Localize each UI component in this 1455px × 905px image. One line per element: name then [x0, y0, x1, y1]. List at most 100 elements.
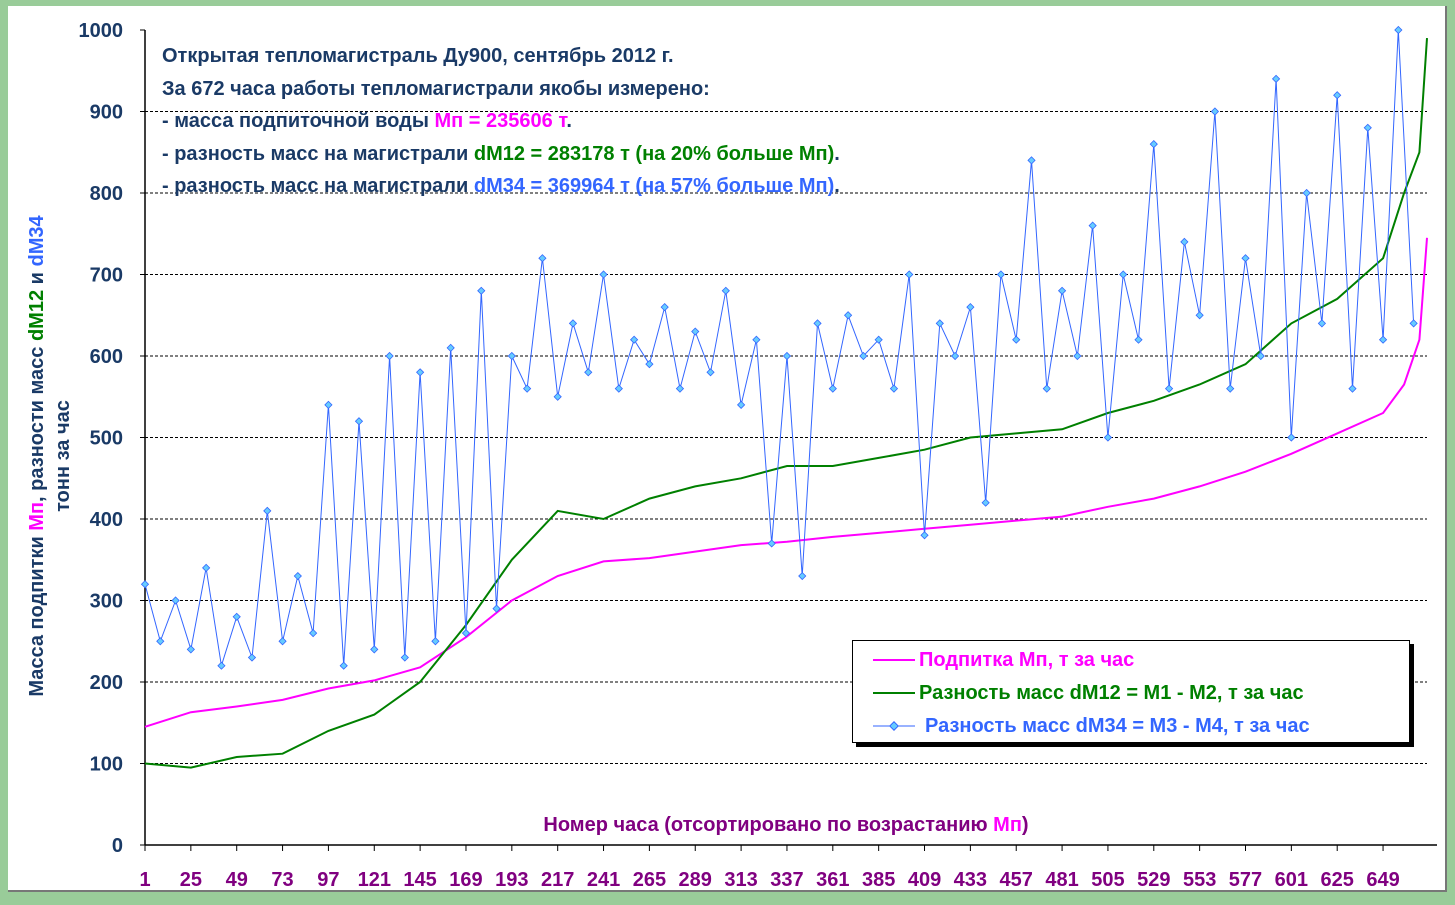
data-point-dm34 — [584, 368, 593, 377]
y-tick-label: 500 — [90, 428, 123, 450]
x-tick-label: 121 — [358, 869, 391, 891]
data-point-dm34 — [905, 270, 914, 279]
data-point-dm34 — [263, 506, 272, 515]
ylabel-part: Мп — [26, 501, 48, 531]
data-point-dm34 — [721, 286, 730, 295]
t: . — [566, 110, 572, 132]
data-point-dm34 — [645, 360, 654, 369]
data-point-dm34 — [309, 628, 318, 638]
legend-swatch — [873, 721, 915, 731]
data-point-dm34 — [507, 351, 516, 361]
data-point-dm34 — [767, 539, 776, 548]
x-tick-label: 481 — [1045, 869, 1078, 891]
x-tick-label: 49 — [226, 869, 248, 891]
data-point-dm34 — [1027, 156, 1036, 165]
ylabel-part: и — [26, 266, 48, 290]
data-point-dm34 — [1180, 237, 1189, 247]
x-tick-label: 385 — [862, 869, 895, 891]
ylabel-part: dM34 — [26, 215, 48, 267]
data-point-dm34 — [156, 637, 165, 646]
data-point-dm34 — [247, 653, 257, 662]
t: - масса подпиточной воды — [162, 110, 435, 132]
data-point-dm34 — [461, 628, 471, 638]
legend-label: Разность масс dM34 = M3 - M4, т за час — [925, 714, 1310, 737]
legend-label: Разность масс dM12 = M1 - M2, т за час — [919, 681, 1304, 704]
data-point-dm34 — [1287, 433, 1296, 442]
ylabel-part: Масса подпитки — [26, 530, 48, 697]
data-point-dm34 — [232, 612, 241, 621]
data-point-dm34 — [966, 302, 975, 312]
data-point-dm34 — [1012, 335, 1021, 344]
x-tick-label: 505 — [1091, 869, 1124, 891]
data-point-dm34 — [1378, 335, 1388, 344]
legend-item-dm12: Разность масс dM12 = M1 - M2, т за час — [853, 678, 1304, 708]
data-point-dm34 — [1195, 311, 1204, 320]
annotation-line: За 672 часа работы тепломагистрали якобы… — [162, 77, 710, 100]
legend-label: Подпитка Мп, т за час — [919, 648, 1135, 671]
y-tick-label: 0 — [112, 835, 123, 857]
x-tick-label: 73 — [271, 869, 293, 891]
annotation-line: - масса подпиточной воды Мп = 235606 т. — [162, 105, 840, 138]
t: - разность масс на магистрали — [162, 142, 474, 165]
t: - разность масс на магистрали — [162, 175, 474, 197]
x-tick-label: 529 — [1137, 869, 1170, 891]
annotation-title: Открытая тепломагистраль Ду900, сентябрь… — [162, 45, 674, 67]
t: Номер часа (отсортировано по возрастанию — [543, 814, 994, 836]
x-tick-label: 433 — [954, 869, 987, 891]
y-tick-label: 400 — [90, 509, 123, 531]
x-tick-label: 457 — [1000, 869, 1033, 891]
legend: Подпитка Мп, т за час Разность масс dM12… — [852, 640, 1410, 743]
t: ) — [1021, 814, 1029, 836]
data-point-dm34 — [1210, 107, 1220, 116]
series-line-dm12 — [144, 38, 1428, 769]
dm12-total: dM12 = 283178 т (на 20% больше Мп) — [473, 142, 835, 165]
data-point-dm34 — [660, 302, 669, 312]
data-point-dm34 — [1302, 188, 1311, 198]
data-point-dm34 — [370, 645, 379, 654]
data-point-dm34 — [1226, 384, 1235, 393]
x-tick-label: 1 — [139, 869, 150, 891]
data-point-dm34 — [874, 335, 883, 344]
y-tick-label: 900 — [90, 102, 123, 124]
y-tick-label: 1000 — [79, 20, 124, 42]
data-point-dm34 — [950, 351, 960, 361]
x-tick-label: 409 — [908, 869, 941, 891]
data-point-dm34 — [568, 319, 578, 328]
data-point-dm34 — [1164, 384, 1174, 393]
series-line-dm34 — [144, 29, 1415, 666]
ylabel-line2: тонн за час — [52, 400, 74, 512]
chart-annotation: Открытая тепломагистраль Ду900, сентябрь… — [162, 40, 840, 203]
ylabel-part: , разности масс — [26, 341, 48, 502]
data-point-dm34 — [599, 270, 608, 279]
data-point-dm34 — [217, 661, 226, 670]
data-point-dm34 — [1409, 319, 1418, 328]
x-tick-label: 241 — [587, 869, 620, 891]
data-point-dm34 — [523, 384, 532, 393]
data-point-dm34 — [737, 400, 746, 410]
x-tick-label: 625 — [1321, 869, 1354, 891]
data-point-dm34 — [339, 661, 348, 670]
data-point-dm34 — [492, 604, 501, 613]
legend-item-mp: Подпитка Мп, т за час — [853, 645, 1134, 675]
x-tick-label: 265 — [633, 869, 666, 891]
data-point-dm34 — [996, 270, 1006, 279]
x-tick-label: 649 — [1366, 869, 1399, 891]
dm34-total: dM34 = 369964 т (на 57% больше Мп) — [473, 175, 835, 197]
data-point-dm34 — [843, 311, 853, 320]
data-point-dm34 — [1134, 335, 1143, 344]
data-point-dm34 — [630, 335, 639, 344]
data-point-dm34 — [416, 368, 425, 377]
data-point-dm34 — [1119, 270, 1128, 279]
y-tick-label: 100 — [90, 754, 123, 776]
data-point-dm34 — [446, 343, 455, 352]
data-point-dm34 — [1042, 384, 1051, 393]
data-point-dm34 — [553, 392, 562, 401]
data-point-dm34 — [859, 351, 868, 361]
y-tick-label: 200 — [90, 672, 123, 694]
data-point-dm34 — [828, 384, 837, 393]
data-point-dm34 — [171, 596, 180, 605]
legend-item-dm34: Разность масс dM34 = M3 - M4, т за час — [853, 711, 1310, 741]
x-tick-label: 337 — [770, 869, 803, 891]
data-point-dm34 — [813, 319, 822, 328]
